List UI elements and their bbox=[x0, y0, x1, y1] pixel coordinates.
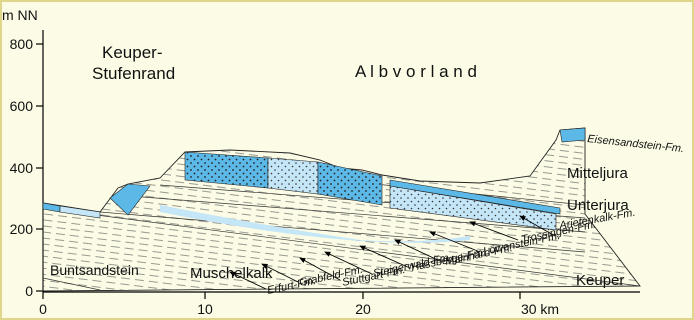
unit-label: Buntsandstein bbox=[50, 262, 139, 278]
y-tick-label: 200 bbox=[10, 221, 34, 237]
x-tick-label: 0 bbox=[39, 301, 47, 317]
y-axis-label: m NN bbox=[2, 7, 38, 23]
y-tick-label: 800 bbox=[10, 36, 34, 52]
x-tick-label: 10 bbox=[197, 301, 213, 317]
unit-label: Mitteljura bbox=[567, 165, 629, 182]
y-tick-label: 400 bbox=[10, 160, 34, 176]
x-tick-label: 30 km bbox=[521, 301, 559, 317]
y-tick-label: 600 bbox=[10, 98, 34, 114]
cross-section: m NN 0 200 400 600 800 0 10 20 30 km Ke bbox=[0, 0, 694, 320]
region-label: Stufenrand bbox=[92, 64, 175, 83]
unit-label: Muschelkalk bbox=[190, 265, 273, 282]
region-label: Keuper- bbox=[102, 43, 162, 62]
region-label: A l b v o r l a n d bbox=[355, 62, 477, 81]
unit-label: Keuper bbox=[576, 272, 624, 289]
x-tick-label: 20 bbox=[355, 301, 371, 317]
y-tick-label: 0 bbox=[25, 283, 33, 299]
